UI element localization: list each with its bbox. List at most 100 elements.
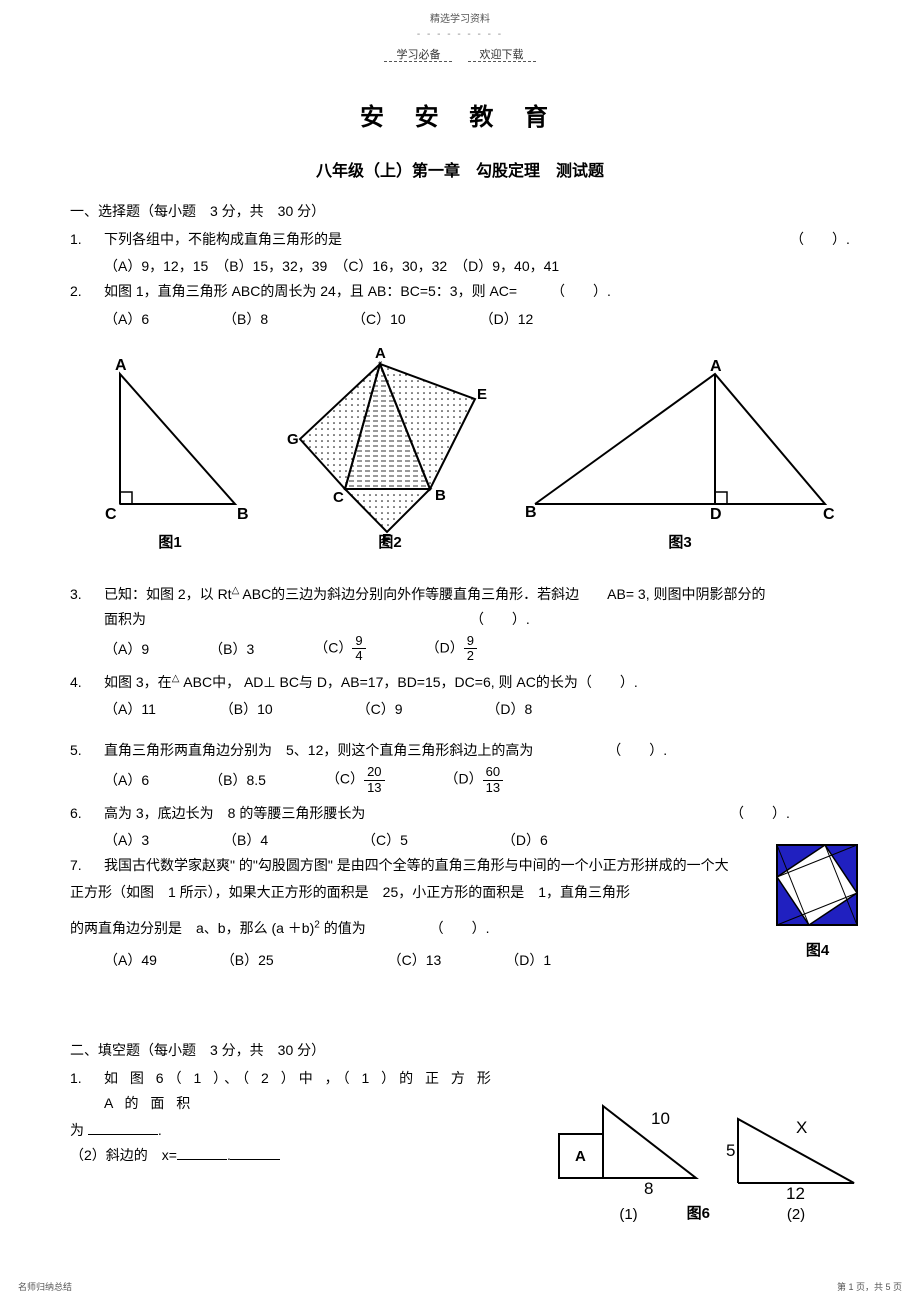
fig4-svg [775, 843, 860, 928]
q6-opt-b: （B）4 [223, 828, 268, 853]
question-2: 2. 如图 1，直角三角形 ABC的周长为 24，且 AB：BC=5：3，则 A… [70, 279, 850, 304]
q1-text: 下列各组中，不能构成直角三角形的是 [104, 231, 342, 247]
fig3-D: D [710, 506, 722, 523]
page-title: 安 安 教 育 [70, 97, 850, 132]
q3-text-b: ABC的三边为斜边分别向外作等腰直角三角形．若斜边 AB= 3, 则图中阴影部分… [239, 586, 765, 602]
question-6: 6. 高为 3，底边长为 8 的等腰三角形腰长为 （ ）. [70, 801, 850, 826]
fig3-A: A [710, 359, 722, 375]
fig1-B: B [237, 506, 249, 523]
q7-text3b: 的值为 [320, 920, 366, 936]
blank-3 [230, 1146, 280, 1160]
q4-text-b: ABC中， AD⊥ BC与 D，AB=17，BD=15，DC=6, 则 AC的长… [179, 674, 637, 690]
fig3-svg: A B C D [525, 359, 835, 524]
blank-1 [88, 1121, 158, 1135]
q6-opts: （A）3 （B）4 （C）5 （D）6 [70, 828, 850, 853]
fig2-C: C [333, 489, 344, 506]
q4-opt-c: （C）9 [357, 697, 403, 722]
figure-4: 图4 [775, 843, 860, 960]
q7-opt-a: （A）49 [104, 948, 157, 973]
fig2-B: B [435, 487, 446, 504]
section-1-head: 一、选择题（每小题 3 分，共 30 分） [70, 201, 850, 221]
q1-num: 1. [70, 227, 104, 252]
q2-num: 2. [70, 279, 104, 304]
fig2-svg: A B C E F G [285, 344, 495, 544]
q3-num: 3. [70, 582, 104, 632]
fq1-num: 1. [70, 1066, 104, 1116]
q4-opt-d: （D）8 [486, 697, 532, 722]
fig6-1-8: 8 [644, 1179, 653, 1198]
q7-line3: 的两直角边分别是 a、b，那么 (a ＋b)2 的值为 （ ）. [70, 914, 850, 942]
q3-text-a: 已知：如图 2，以 Rt [104, 586, 232, 602]
q2-opts: （A）6 （B）8 （C）10 （D）12 [70, 307, 850, 332]
q2-paren: （ ）. [551, 279, 611, 304]
q3-opt-a: （A）9 [104, 639, 149, 659]
q3-opt-c: （C）94 [314, 634, 365, 664]
fig1-C: C [105, 506, 117, 523]
fig2-A: A [375, 345, 386, 362]
q4-opt-a: （A）11 [104, 697, 156, 722]
q7-text1: 我国古代数学家赵爽" 的"勾股圆方图" 是由四个全等的直角三角形与中间的一个小正… [104, 853, 850, 878]
q6-opt-a: （A）3 [104, 828, 149, 853]
q3-opt-d: （D）92 [426, 634, 477, 664]
fq1-text1: 如 图 6（ 1 ）、（ 2 ）中 ，（ 1 ）的 正 方 形 A 的 面 积 [104, 1066, 504, 1116]
q7-text3a: 的两直角边分别是 a、b，那么 (a ＋b) [70, 920, 314, 936]
fig1-label: 图1 [85, 531, 255, 552]
q6-text: 高为 3，底边长为 8 的等腰三角形腰长为 [104, 805, 365, 821]
q5-text: 直角三角形两直角边分别为 5、12，则这个直角三角形斜边上的高为 [104, 742, 533, 758]
fig6-2-sub: (2) [726, 1206, 866, 1223]
fig1-A: A [115, 357, 127, 374]
q6-num: 6. [70, 801, 104, 826]
fig3-label: 图3 [525, 531, 835, 552]
fig6-1-10: 10 [651, 1109, 670, 1128]
question-5: 5. 直角三角形两直角边分别为 5、12，则这个直角三角形斜边上的高为 （ ）. [70, 738, 850, 763]
q3-paren: （ ）. [470, 607, 530, 632]
figure-1: A B C 图1 [85, 354, 255, 552]
fig6-2: X 5 12 (2) [726, 1111, 866, 1223]
fig2-G: G [287, 431, 299, 448]
q2-opt-d: （D）12 [480, 307, 534, 332]
q5-num: 5. [70, 738, 104, 763]
fig6-2-12: 12 [786, 1184, 805, 1201]
page-subtitle: 八年级（上）第一章 勾股定理 测试题 [70, 157, 850, 181]
q7-opts: （A）49 （B）25 （C）13 （D）1 [70, 948, 850, 973]
fig6-1: A 10 8 (1) [551, 1096, 706, 1223]
footer-left: 名师归纳总结 [18, 1280, 72, 1293]
q6-paren: （ ）. [730, 801, 790, 826]
q4-text-a: 如图 3，在 [104, 674, 172, 690]
header-top: 精选学习资料 [70, 10, 850, 25]
fig6-2-X: X [796, 1118, 807, 1137]
question-1: 1. 下列各组中，不能构成直角三角形的是 （ ）. [70, 227, 850, 252]
q1-opts: （A）9，12，15 （B）15，32，39 （C）16，30，32 （D）9，… [70, 254, 850, 279]
fig3-C: C [823, 506, 835, 523]
figure-2: A B C E F G 图2 [285, 344, 495, 552]
q1-paren: （ ）. [790, 227, 850, 252]
q5-opts: （A）6 （B）8.5 （C）2013 （D）6013 [70, 765, 850, 795]
fig2-E: E [477, 386, 487, 403]
q7-opt-d: （D）1 [505, 948, 551, 973]
q5-paren: （ ）. [607, 738, 667, 763]
q4-opt-b: （B）10 [220, 697, 273, 722]
q5-opt-c: （C）2013 [326, 765, 385, 795]
footer-right: 第 1 页，共 5 页 [837, 1280, 902, 1293]
q7-text2: 正方形（如图 1 所示），如果大正方形的面积是 25，小正方形的面积是 1，直角… [70, 880, 850, 905]
q2-text: 如图 1，直角三角形 ABC的周长为 24，且 AB：BC=5：3，则 AC= [104, 283, 517, 299]
q6-opt-d: （D）6 [502, 828, 548, 853]
header-dots: - - - - - - - - - [70, 29, 850, 40]
q7-paren: （ ）. [430, 914, 490, 942]
q3-text-c: 面积为 [104, 611, 146, 627]
q7-opt-c: （C）13 [388, 948, 442, 973]
header-sub-left: 学习必备 [384, 49, 452, 62]
q3-opt-b: （B）3 [209, 639, 254, 659]
q4-num: 4. [70, 670, 104, 695]
q7-num: 7. [70, 853, 104, 878]
fig6-1-A: A [575, 1148, 586, 1165]
section-2-head: 二、填空题（每小题 3 分，共 30 分） [70, 1040, 850, 1060]
figure-3: A B C D 图3 [525, 359, 835, 552]
q5-opt-b: （B）8.5 [209, 770, 266, 790]
question-4: 4. 如图 3，在△ ABC中， AD⊥ BC与 D，AB=17，BD=15，D… [70, 670, 850, 695]
blank-2 [177, 1146, 227, 1160]
fig6-1-svg: A 10 8 [551, 1096, 706, 1201]
q2-opt-b: （B）8 [223, 307, 268, 332]
fig6-2-svg: X 5 12 [726, 1111, 866, 1201]
q6-opt-c: （C）5 [362, 828, 408, 853]
